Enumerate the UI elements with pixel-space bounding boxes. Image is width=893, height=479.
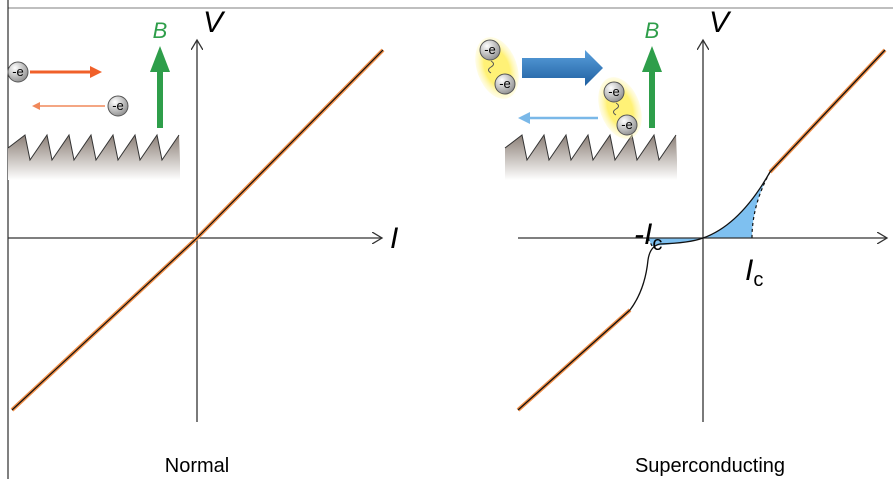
figure: -e -e B V I Normal -e -e -e -e B: [0, 0, 893, 479]
iv-curve: [518, 50, 885, 410]
critical-label: Ic: [745, 254, 763, 291]
arrowhead: [518, 112, 530, 124]
shaded-region: [703, 172, 770, 238]
surface: [505, 135, 677, 180]
y-axis-label: V: [709, 6, 732, 39]
superconducting-panel: -e -e -e -e B V -Ic Ic Superconducting: [467, 6, 887, 477]
critical-label-sub: c: [652, 233, 662, 255]
x-axis-label: I: [390, 222, 398, 255]
charge-label: -e: [499, 76, 511, 91]
critical-label-main: I: [745, 254, 753, 287]
field-label: B: [645, 18, 660, 43]
field-arrowhead: [642, 46, 662, 72]
charge-label: -e: [484, 42, 496, 57]
cooper-pair: [467, 31, 526, 105]
critical-label-sub: c: [753, 269, 763, 291]
surface: [8, 135, 180, 180]
caption: Normal: [165, 455, 229, 477]
arrowhead: [90, 66, 102, 78]
charge-label: -e: [621, 117, 633, 132]
field-arrow: [157, 68, 163, 128]
field-label: B: [153, 18, 168, 43]
band: [518, 50, 885, 410]
field-arrowhead: [150, 46, 170, 72]
charge-label: -e: [112, 98, 124, 113]
field-arrow: [649, 68, 655, 128]
charge-label: -e: [12, 64, 24, 79]
y-axis-label: V: [203, 6, 226, 39]
arrow: [522, 50, 603, 86]
cooper-pair: [590, 71, 649, 145]
charge-label: -e: [608, 84, 620, 99]
arrowhead: [32, 102, 40, 110]
caption: Superconducting: [635, 455, 785, 477]
normal-panel: -e -e B V I Normal: [8, 6, 398, 477]
critical-label-main: -I: [634, 218, 652, 251]
critical-label: -Ic: [634, 218, 662, 255]
